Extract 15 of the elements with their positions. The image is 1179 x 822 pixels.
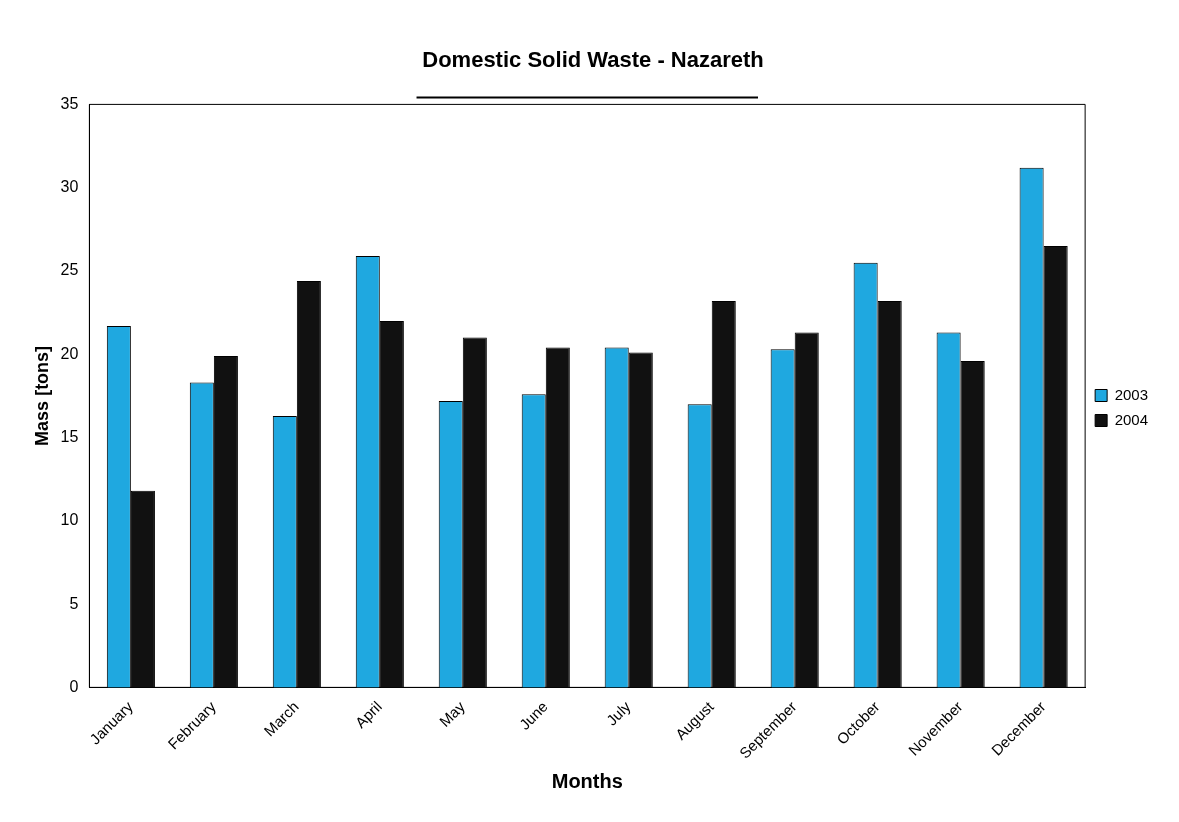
- x-axis-title: Months: [551, 769, 623, 792]
- y-tick-label: 15: [60, 427, 79, 445]
- x-tick-label: July: [602, 697, 635, 729]
- y-tick-label: 25: [60, 261, 79, 279]
- legend-label: 2004: [1114, 410, 1149, 428]
- y-tick-label: 0: [69, 677, 79, 695]
- y-tick-label: 5: [69, 594, 79, 612]
- legend-label: 2003: [1114, 385, 1149, 403]
- y-axis-title: Mass [tons]: [31, 345, 52, 446]
- chart-title: Domestic Solid Waste - Nazareth: [422, 47, 764, 73]
- y-tick-label: 30: [60, 178, 79, 196]
- y-tick-label: 35: [60, 94, 79, 112]
- x-tick-label: May: [435, 697, 469, 730]
- y-tick-label: 20: [60, 344, 79, 362]
- y-tick-label: 10: [60, 511, 79, 529]
